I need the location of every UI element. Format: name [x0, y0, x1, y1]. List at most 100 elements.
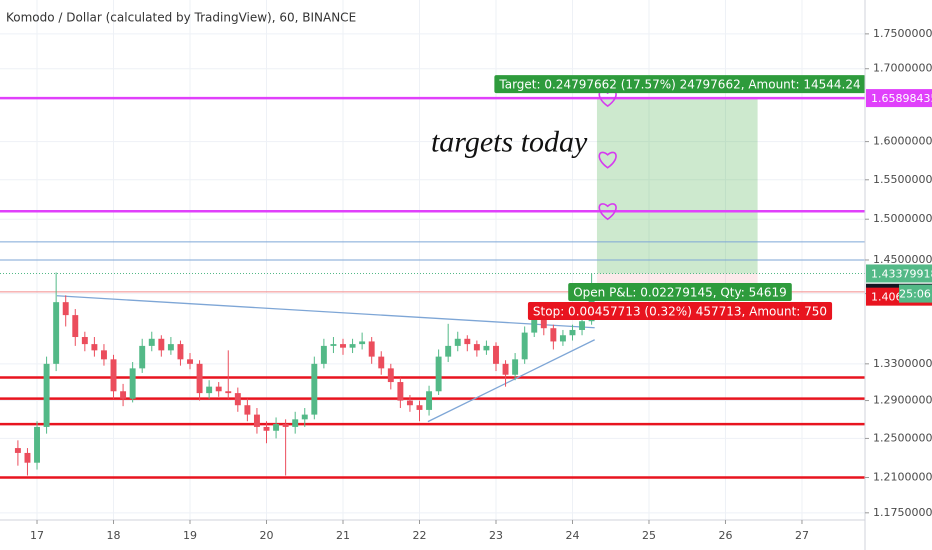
target-label-text: Target: 0.24797662 (17.57%) 24797662, Am…: [498, 78, 860, 92]
chart-title: Komodo / Dollar (calculated by TradingVi…: [6, 11, 356, 25]
candle-body: [206, 386, 213, 394]
candle-body: [120, 391, 127, 399]
candle-body: [43, 363, 50, 427]
candle-body: [148, 338, 155, 346]
candle-body: [244, 405, 251, 415]
candle-body: [34, 426, 40, 463]
candle-body: [62, 302, 69, 316]
x-tick-label: 27: [795, 529, 809, 542]
candle-body: [100, 350, 107, 360]
candle-body: [215, 386, 222, 392]
candle-body: [253, 414, 260, 427]
pnl-label: Open P&L: 0.02279145, Qty: 54619: [568, 283, 792, 301]
x-tick-label: 18: [107, 529, 121, 542]
candle-body: [330, 344, 337, 346]
plot-area: targets today Target: 0.24797662 (17.57%)…: [0, 0, 866, 520]
candle-body: [569, 329, 576, 336]
candle-body: [139, 345, 146, 369]
y-tick-label: 1.45000000: [873, 253, 932, 266]
candle-body: [167, 344, 174, 351]
candle-body: [559, 335, 566, 342]
target-label-box: [494, 75, 866, 94]
y-tick-label: 1.70000000: [873, 62, 932, 75]
price-tag: [866, 264, 932, 283]
y-tick-label: 1.17500000: [873, 506, 932, 519]
candle-body: [426, 391, 433, 410]
x-tick-label: 23: [489, 529, 503, 542]
target-zone: [596, 98, 758, 274]
candle-body: [187, 359, 193, 364]
y-tick-label: 1.55000000: [873, 173, 932, 186]
candle-body: [301, 414, 308, 420]
candle-body: [454, 338, 461, 346]
trendline: [56, 295, 595, 329]
candle-body: [416, 405, 423, 410]
candle-body: [464, 338, 471, 345]
heart-marker: [598, 203, 617, 221]
candle-body: [91, 344, 98, 351]
candle-body: [435, 356, 442, 392]
candle-body: [359, 341, 366, 345]
candle-body: [263, 426, 270, 431]
x-tick-label: 22: [412, 529, 426, 542]
heart-marker: [598, 151, 617, 169]
candle-body: [579, 321, 586, 330]
candle-body: [378, 356, 385, 369]
stop-label: Stop: 0.00457713 (0.32%) 457713, Amount:…: [527, 302, 833, 320]
candle-body: [406, 400, 413, 406]
x-tick-label: 26: [718, 529, 732, 542]
candle-body: [368, 341, 375, 357]
y-tick-label: 1.60000000: [873, 135, 932, 148]
x-tick-label: 20: [260, 529, 274, 542]
candle-body: [14, 448, 21, 453]
candle-body: [273, 424, 280, 431]
x-tick-label: 19: [183, 529, 197, 542]
annotation: targets today: [431, 126, 588, 159]
candle-body: [234, 393, 241, 406]
pnl-label-text: Open P&L: 0.02279145, Qty: 54619: [573, 286, 787, 300]
y-tick-label: 1.33000000: [873, 357, 932, 370]
candle-body: [129, 368, 136, 399]
candle-body: [72, 315, 79, 338]
candle-body: [311, 363, 318, 415]
price-tag-label: 1.65898435: [871, 92, 932, 105]
candle-body: [53, 302, 60, 364]
candle-body: [512, 359, 519, 375]
candle-body: [292, 419, 299, 427]
candle-body: [158, 338, 165, 351]
x-tick-label: 25: [642, 529, 656, 542]
price-tag: [866, 89, 932, 108]
countdown-box: [899, 284, 932, 303]
candle-body: [397, 382, 404, 401]
y-tick-label: 1.75000000: [873, 27, 932, 40]
candle-body: [340, 344, 346, 348]
candle-body: [531, 310, 538, 333]
candle-body: [320, 345, 327, 364]
candle-body: [473, 344, 480, 351]
candle-body: [445, 345, 452, 357]
candle-body: [225, 391, 232, 394]
x-tick-label: 17: [30, 529, 44, 542]
target-label: Target: 0.24797662 (17.57%) 24797662, Am…: [494, 75, 866, 94]
candle-body: [81, 337, 88, 345]
price-tag-label: 1.43379918: [871, 267, 932, 280]
stop-label-text: Stop: 0.00457713 (0.32%) 457713, Amount:…: [533, 305, 827, 319]
y-tick-label: 1.50000000: [873, 212, 932, 225]
candle-body: [521, 332, 528, 360]
candle-body: [110, 359, 117, 392]
x-tick-label: 24: [565, 529, 579, 542]
candle-body: [550, 328, 557, 342]
candle-body: [387, 368, 394, 383]
candle-body: [196, 363, 203, 394]
candle-body: [493, 345, 499, 364]
x-tick-label: 21: [336, 529, 350, 542]
countdown: 25:06: [899, 288, 931, 301]
candle-body: [502, 363, 509, 375]
candle-body: [282, 424, 289, 427]
candle-body: [177, 344, 184, 360]
stop-label-box: [527, 302, 833, 320]
y-tick-label: 1.29000000: [873, 394, 932, 407]
candle-body: [483, 345, 490, 351]
candle-body: [24, 452, 31, 463]
